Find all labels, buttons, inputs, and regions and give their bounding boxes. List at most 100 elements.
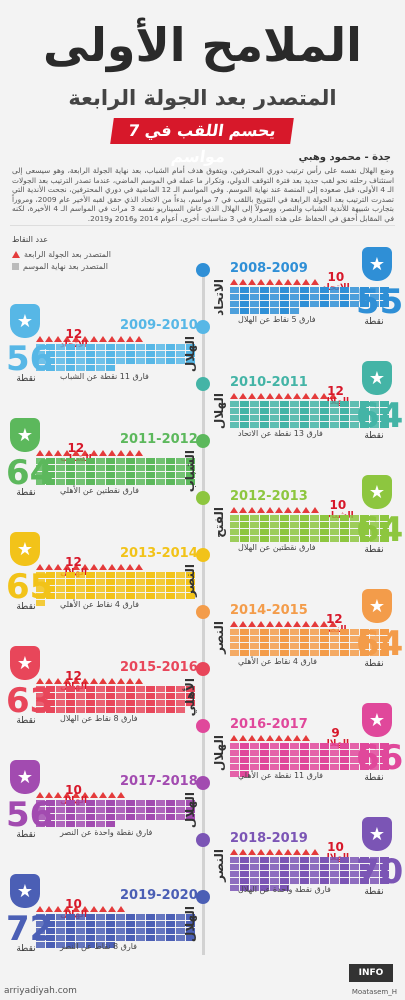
point-cell [380,636,389,642]
point-cell [370,878,379,884]
top4-points: 10 [327,840,344,854]
point-cell [56,700,65,706]
point-cell [96,686,105,692]
point-cell [270,294,279,300]
triangle-mark [230,393,238,399]
point-cell [270,415,279,421]
triangle-mark [239,849,247,855]
point-cell [66,700,75,706]
champion-team: الهلال [183,336,197,373]
triangle-mark [266,621,274,627]
point-cell [310,294,319,300]
season-label: 2015-2016 [120,660,198,675]
point-cell [126,814,135,820]
point-cell [36,814,45,820]
point-cell [76,821,85,827]
point-cell [230,743,239,749]
point-cell [56,800,65,806]
point-cell [36,593,45,599]
point-cell [290,422,299,428]
point-cell [250,522,259,528]
top4-triangles [36,792,125,798]
point-cell [260,885,269,891]
triangle-mark [275,507,283,513]
point-cell [360,743,369,749]
triangle-mark [257,621,265,627]
point-cell [280,636,289,642]
point-cell [240,515,249,521]
lead-margin: فارق 5 نقاط عن الهلال [238,315,316,324]
point-cell [156,686,165,692]
point-cell [300,415,309,421]
club-crest-icon: ★ [10,418,40,452]
square-icon [12,263,19,270]
top4-team: الشباب [60,454,92,464]
point-cell [56,693,65,699]
point-cell [166,921,175,927]
point-cell [136,807,145,813]
point-cell [186,807,195,813]
lead-margin: فارق نقطة واحدة عن الهلال [238,885,331,894]
triangle-mark [284,621,292,627]
point-cell [330,287,339,293]
point-cell [56,807,65,813]
point-cell [330,650,339,656]
point-cell [106,800,115,806]
final-points: 72 [6,909,54,949]
point-cell [280,757,289,763]
point-cell [166,365,175,371]
point-cell [176,472,185,478]
point-cell [270,885,279,891]
point-cell [240,522,249,528]
point-cell [240,750,249,756]
point-cell [46,935,55,941]
triangle-mark [248,393,256,399]
point-cell [66,935,75,941]
triangle-mark [54,564,62,570]
point-cell [370,857,379,863]
point-cell [300,878,309,884]
club-crest-icon: ★ [362,475,392,509]
triangle-mark [90,906,98,912]
point-cell [36,942,45,948]
lead-margin: فارق 4 نقاط عن الأهلي [60,600,139,609]
point-cell [46,586,55,592]
point-cell [310,422,319,428]
point-cell [146,935,155,941]
point-cell [240,636,249,642]
triangle-mark [81,564,89,570]
point-cell [350,636,359,642]
point-cell [230,857,239,863]
point-cell [156,942,165,948]
point-cell [136,914,145,920]
point-cell [106,921,115,927]
point-cell [290,287,299,293]
timeline-node [196,605,210,619]
top4-triangles [36,678,143,684]
point-cell [250,301,259,307]
point-cell [76,458,85,464]
points-label: نقطة [16,716,36,726]
point-cell [300,522,309,528]
point-cell [380,757,389,763]
point-cell [260,757,269,763]
point-cell [146,351,155,357]
point-cell [96,365,105,371]
point-cell [240,287,249,293]
point-cell [106,686,115,692]
point-cell [186,928,195,934]
point-cell [46,928,55,934]
point-cell [116,344,125,350]
point-cell [270,764,279,770]
triangle-mark [126,336,134,342]
point-cell [290,301,299,307]
triangle-mark [293,849,301,855]
season-label: 2017-2018 [120,774,198,789]
top4-triangles [230,507,319,513]
point-cell [96,914,105,920]
triangle-mark [275,849,283,855]
point-cell [260,287,269,293]
point-cell [36,807,45,813]
point-cell [330,864,339,870]
point-cell [300,515,309,521]
